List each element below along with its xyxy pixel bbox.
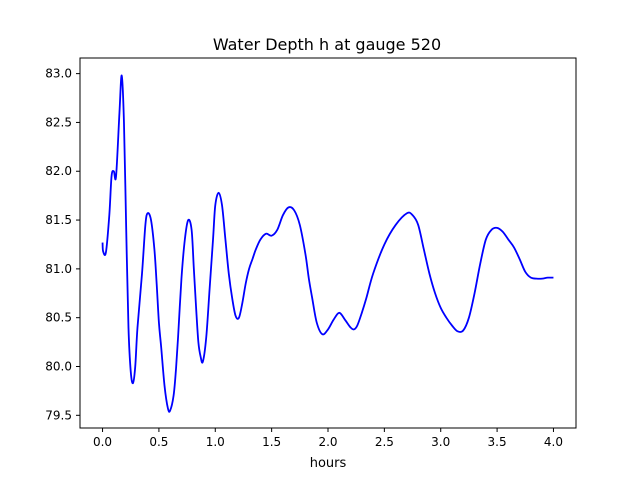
y-tick-label: 82.5	[45, 115, 72, 129]
y-tick-label: 81.5	[45, 213, 72, 227]
x-tick-label: 2.0	[318, 435, 337, 449]
x-tick-label: 0.0	[93, 435, 112, 449]
chart-title: Water Depth h at gauge 520	[213, 35, 441, 54]
x-tick-label: 2.5	[375, 435, 394, 449]
ticks-group: 0.0 0.5 1.0 1.5 2.0 2.5 3.0 3.5 4.0 79.5 80.0 80.5 8…	[45, 67, 563, 449]
x-tick-label: 3.5	[488, 435, 507, 449]
y-tick-label: 82.0	[45, 164, 72, 178]
plot-area-frame	[79, 57, 577, 429]
x-tick-label: 4.0	[544, 435, 563, 449]
y-tick-label: 81.0	[45, 262, 72, 276]
y-tick-label: 79.5	[45, 408, 72, 422]
x-tick-label: 1.0	[206, 435, 225, 449]
x-tick-label: 3.0	[431, 435, 450, 449]
x-tick-label: 0.5	[149, 435, 168, 449]
x-tick-label: 1.5	[262, 435, 281, 449]
y-tick-label: 80.5	[45, 311, 72, 325]
series-line	[101, 74, 554, 413]
x-axis-label: hours	[310, 456, 347, 471]
y-tick-label: 80.0	[45, 359, 72, 373]
y-tick-label: 83.0	[45, 67, 72, 81]
